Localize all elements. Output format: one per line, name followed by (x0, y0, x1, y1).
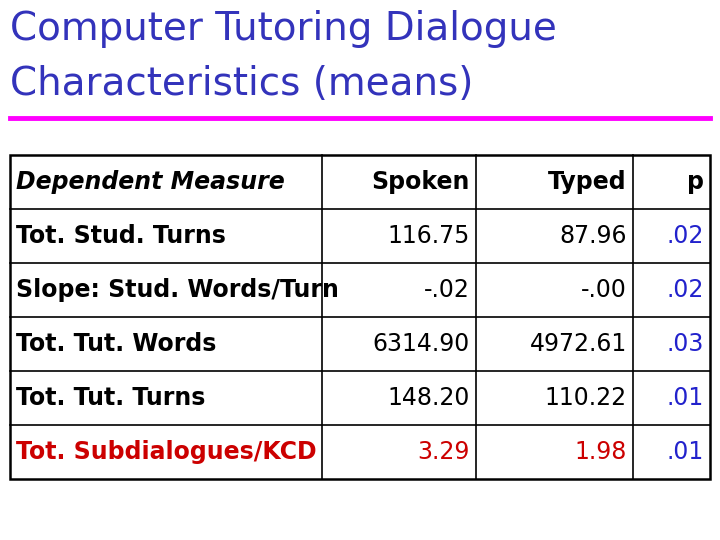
Text: -.02: -.02 (423, 278, 469, 302)
Text: 1.98: 1.98 (575, 440, 627, 464)
Text: -.00: -.00 (581, 278, 627, 302)
Text: 148.20: 148.20 (387, 386, 469, 410)
Text: .02: .02 (667, 278, 704, 302)
Bar (10, 155, 710, 479)
Text: Typed: Typed (549, 170, 627, 194)
Text: p: p (687, 170, 704, 194)
Text: 4972.61: 4972.61 (530, 332, 627, 356)
Text: Tot. Subdialogues/KCD: Tot. Subdialogues/KCD (16, 440, 317, 464)
Text: Dependent Measure: Dependent Measure (16, 170, 284, 194)
Text: 87.96: 87.96 (559, 224, 627, 248)
Text: .01: .01 (667, 386, 704, 410)
Text: 116.75: 116.75 (387, 224, 469, 248)
Text: Tot. Tut. Turns: Tot. Tut. Turns (16, 386, 205, 410)
Text: Slope: Stud. Words/Turn: Slope: Stud. Words/Turn (16, 278, 339, 302)
Text: Computer Tutoring Dialogue: Computer Tutoring Dialogue (10, 10, 557, 48)
Text: 6314.90: 6314.90 (372, 332, 469, 356)
Text: Tot. Tut. Words: Tot. Tut. Words (16, 332, 217, 356)
Text: Tot. Stud. Turns: Tot. Stud. Turns (16, 224, 226, 248)
Text: Characteristics (means): Characteristics (means) (10, 65, 473, 103)
Text: .01: .01 (667, 440, 704, 464)
Text: 110.22: 110.22 (545, 386, 627, 410)
Text: 3.29: 3.29 (417, 440, 469, 464)
Text: .03: .03 (667, 332, 704, 356)
Text: .02: .02 (667, 224, 704, 248)
Text: Spoken: Spoken (371, 170, 469, 194)
